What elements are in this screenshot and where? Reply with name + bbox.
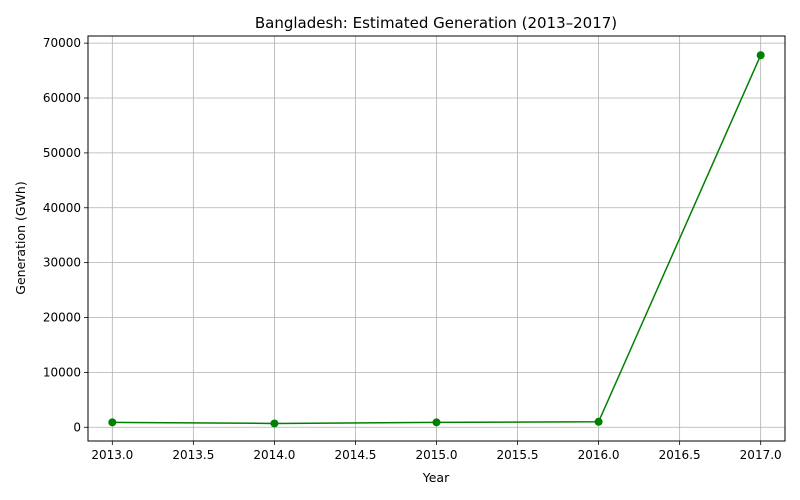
y-tick-label: 30000 (43, 256, 81, 270)
y-axis-label: Generation (GWh) (13, 181, 28, 294)
x-tick-label: 2013.0 (91, 448, 133, 462)
x-tick-label: 2015.5 (497, 448, 539, 462)
y-tick-label: 40000 (43, 201, 81, 215)
x-tick-label: 2013.5 (172, 448, 214, 462)
y-tick-label: 50000 (43, 146, 81, 160)
data-point (756, 51, 765, 60)
y-tick-label: 10000 (43, 365, 81, 379)
x-axis-label: Year (422, 470, 450, 485)
data-point (270, 419, 279, 428)
y-tick-label: 20000 (43, 311, 81, 325)
series-layer (108, 51, 765, 428)
x-tick-label: 2014.5 (334, 448, 376, 462)
y-tick-label: 70000 (43, 36, 81, 50)
x-tick-label: 2017.0 (740, 448, 782, 462)
x-tick-label: 2014.0 (253, 448, 295, 462)
x-tick-label: 2015.0 (416, 448, 458, 462)
y-tick-label: 0 (73, 420, 81, 434)
data-point (108, 418, 117, 427)
x-tick-label: 2016.5 (659, 448, 701, 462)
y-tick-label: 60000 (43, 91, 81, 105)
data-point (594, 417, 603, 426)
ticks: 2013.0 2013.5 2014.0 2014.5 2015.0 2015.5 2016… (43, 36, 782, 462)
data-point (432, 418, 441, 427)
x-tick-label: 2016.0 (578, 448, 620, 462)
chart-title: Bangladesh: Estimated Generation (2013–2… (255, 14, 617, 32)
